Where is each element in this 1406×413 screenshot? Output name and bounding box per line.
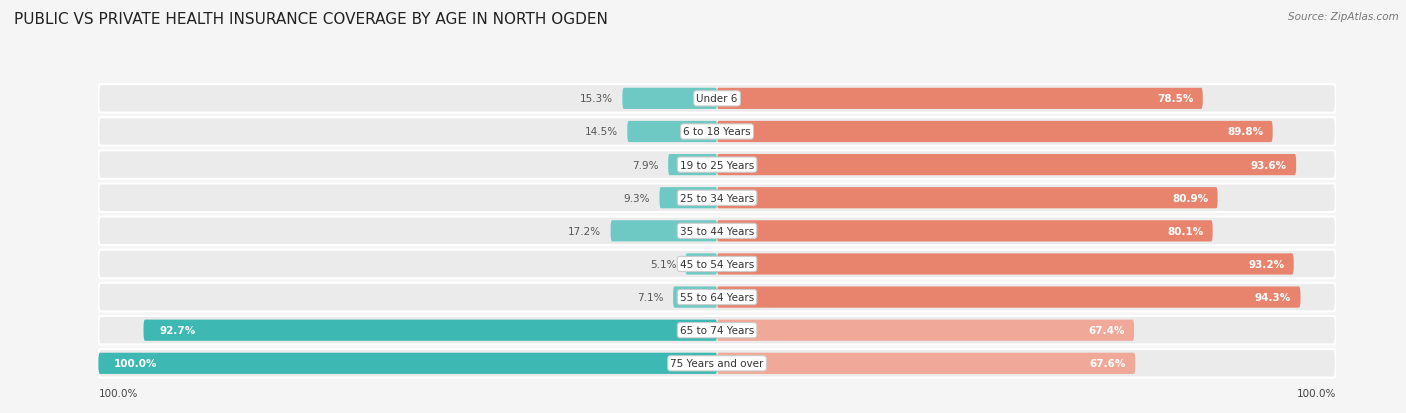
Text: 17.2%: 17.2%: [568, 226, 602, 236]
Text: 80.1%: 80.1%: [1167, 226, 1204, 236]
Text: 35 to 44 Years: 35 to 44 Years: [681, 226, 754, 236]
Text: 93.6%: 93.6%: [1251, 160, 1286, 170]
Text: 67.6%: 67.6%: [1090, 358, 1126, 368]
FancyBboxPatch shape: [98, 283, 1336, 311]
Text: 93.2%: 93.2%: [1249, 259, 1284, 269]
Text: 6 to 18 Years: 6 to 18 Years: [683, 127, 751, 137]
FancyBboxPatch shape: [627, 121, 717, 143]
Text: 65 to 74 Years: 65 to 74 Years: [681, 325, 754, 335]
FancyBboxPatch shape: [610, 221, 717, 242]
Text: 9.3%: 9.3%: [624, 193, 650, 203]
Text: 7.1%: 7.1%: [637, 292, 664, 302]
Text: 55 to 64 Years: 55 to 64 Years: [681, 292, 754, 302]
FancyBboxPatch shape: [623, 88, 717, 110]
Text: PUBLIC VS PRIVATE HEALTH INSURANCE COVERAGE BY AGE IN NORTH OGDEN: PUBLIC VS PRIVATE HEALTH INSURANCE COVER…: [14, 12, 607, 27]
Text: 67.4%: 67.4%: [1088, 325, 1125, 335]
Text: 80.9%: 80.9%: [1173, 193, 1208, 203]
FancyBboxPatch shape: [717, 254, 1294, 275]
FancyBboxPatch shape: [717, 154, 1296, 176]
FancyBboxPatch shape: [717, 320, 1135, 341]
FancyBboxPatch shape: [98, 316, 1336, 344]
FancyBboxPatch shape: [717, 353, 1135, 374]
Text: 92.7%: 92.7%: [159, 325, 195, 335]
FancyBboxPatch shape: [98, 353, 717, 374]
Text: 89.8%: 89.8%: [1227, 127, 1264, 137]
Text: 14.5%: 14.5%: [585, 127, 619, 137]
Text: Source: ZipAtlas.com: Source: ZipAtlas.com: [1288, 12, 1399, 22]
Text: 78.5%: 78.5%: [1157, 94, 1194, 104]
FancyBboxPatch shape: [98, 184, 1336, 212]
FancyBboxPatch shape: [717, 287, 1301, 308]
FancyBboxPatch shape: [673, 287, 717, 308]
Text: 5.1%: 5.1%: [650, 259, 676, 269]
FancyBboxPatch shape: [98, 217, 1336, 245]
FancyBboxPatch shape: [717, 121, 1272, 143]
Text: 19 to 25 Years: 19 to 25 Years: [681, 160, 754, 170]
FancyBboxPatch shape: [98, 250, 1336, 278]
FancyBboxPatch shape: [686, 254, 717, 275]
FancyBboxPatch shape: [98, 85, 1336, 113]
FancyBboxPatch shape: [717, 221, 1212, 242]
Text: 100.0%: 100.0%: [114, 358, 157, 368]
Text: 75 Years and over: 75 Years and over: [671, 358, 763, 368]
FancyBboxPatch shape: [717, 188, 1218, 209]
Text: 25 to 34 Years: 25 to 34 Years: [681, 193, 754, 203]
FancyBboxPatch shape: [717, 88, 1202, 110]
FancyBboxPatch shape: [98, 118, 1336, 146]
Text: 100.0%: 100.0%: [1296, 388, 1336, 398]
FancyBboxPatch shape: [659, 188, 717, 209]
FancyBboxPatch shape: [98, 151, 1336, 179]
Text: 100.0%: 100.0%: [98, 388, 138, 398]
Text: 94.3%: 94.3%: [1256, 292, 1291, 302]
FancyBboxPatch shape: [143, 320, 717, 341]
Text: 45 to 54 Years: 45 to 54 Years: [681, 259, 754, 269]
Text: 15.3%: 15.3%: [581, 94, 613, 104]
FancyBboxPatch shape: [98, 349, 1336, 377]
Text: Under 6: Under 6: [696, 94, 738, 104]
Text: 7.9%: 7.9%: [633, 160, 659, 170]
FancyBboxPatch shape: [668, 154, 717, 176]
